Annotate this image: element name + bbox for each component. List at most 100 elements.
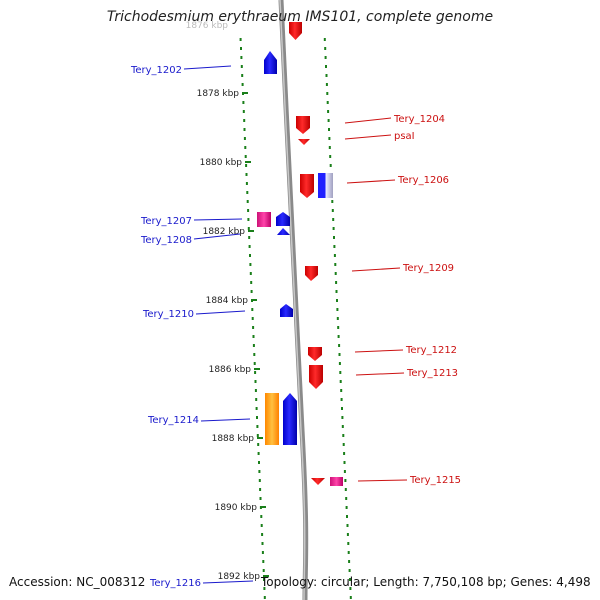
leader-tery-1206 <box>346 179 396 184</box>
gene-label-tery-1215[interactable]: Tery_1215 <box>409 475 461 486</box>
track-dot <box>323 38 326 41</box>
track-dot <box>345 497 348 500</box>
track-dot <box>331 209 334 212</box>
track-dot <box>261 533 264 536</box>
ruler-label: 1884 kbp <box>206 296 249 306</box>
track-dot <box>326 92 329 95</box>
track-dot <box>243 128 246 131</box>
gene-feature-tery-1209 <box>305 266 318 281</box>
track-dot <box>341 425 344 428</box>
track-dot <box>341 416 344 419</box>
track-dot <box>251 317 254 320</box>
track-dot <box>344 479 347 482</box>
track-dot <box>252 344 255 347</box>
genome-axis-highlight <box>279 0 306 600</box>
gene-label-tery-1208[interactable]: Tery_1208 <box>140 235 192 246</box>
leader-tery-1216 <box>202 580 254 584</box>
track-dot <box>324 56 327 59</box>
track-dots <box>239 38 352 599</box>
track-dot <box>260 524 263 527</box>
topology-text: Topology: circular; Length: 7,750,108 bp… <box>261 575 591 589</box>
track-dot <box>328 128 330 131</box>
track-dot <box>326 101 329 104</box>
gene-label-tery-1204[interactable]: Tery_1204 <box>393 114 445 125</box>
leader-tery-1204 <box>344 117 392 124</box>
track-dot <box>325 83 328 86</box>
track-dot <box>249 254 251 257</box>
gene-feature-tery-1214-blue <box>283 393 297 445</box>
track-dot <box>337 326 340 329</box>
track-dot <box>336 317 339 320</box>
track-dot <box>346 524 349 527</box>
ruler-tick <box>245 161 251 163</box>
track-dot <box>240 47 242 50</box>
leader-tery-1208 <box>193 233 241 240</box>
track-dot <box>339 380 342 383</box>
gene-label-psai[interactable]: psaI <box>394 131 415 142</box>
track-dot <box>242 101 245 104</box>
track-dot <box>347 551 350 554</box>
gene-label-tery-1207[interactable]: Tery_1207 <box>140 216 192 227</box>
track-dot <box>333 236 335 239</box>
track-dot <box>249 272 252 275</box>
track-dot <box>245 182 248 185</box>
gene-feature-tery-1213 <box>309 365 323 389</box>
track-dot <box>340 398 343 401</box>
track-dot <box>252 326 255 329</box>
gene-label-tery-1213[interactable]: Tery_1213 <box>406 368 458 379</box>
gene-label-tery-1206[interactable]: Tery_1206 <box>397 175 449 186</box>
ruler-tick <box>263 575 269 577</box>
track-dot <box>346 515 348 518</box>
gene-label-tery-1209[interactable]: Tery_1209 <box>402 263 454 274</box>
track-dot <box>256 416 258 419</box>
gene-feature-tery-1206-red <box>300 174 314 198</box>
leader-psai <box>344 134 392 140</box>
track-dot <box>254 389 257 392</box>
track-dot <box>338 353 341 356</box>
ruler-label: 1888 kbp <box>212 434 255 444</box>
track-dot <box>255 407 258 410</box>
track-dot <box>342 443 345 446</box>
track-dot <box>340 389 343 392</box>
track-dot <box>335 290 338 293</box>
track-dot <box>333 245 336 248</box>
track-dot <box>336 299 338 302</box>
gene-features <box>257 22 343 486</box>
track-dot <box>246 191 249 194</box>
gene-label-tery-1216[interactable]: Tery_1216 <box>149 578 201 589</box>
track-dot <box>263 587 266 590</box>
track-dot <box>328 146 331 149</box>
gene-label-tery-1202[interactable]: Tery_1202 <box>130 65 182 76</box>
track-dot <box>348 569 351 572</box>
track-dot <box>258 479 261 482</box>
track-dot <box>243 137 246 140</box>
ruler: 1878 kbp 1880 kbp 1882 kbp 1884 kbp 1886 kbp… <box>197 89 269 582</box>
leader-tery-1215 <box>357 479 408 482</box>
leader-tery-1202 <box>183 65 232 70</box>
track-dot <box>262 560 265 563</box>
track-dot <box>333 254 336 257</box>
track-dot <box>253 362 256 365</box>
track-dot <box>332 227 335 230</box>
track-dot <box>336 308 339 311</box>
leader-tery-1212 <box>354 349 404 353</box>
gene-label-tery-1214[interactable]: Tery_1214 <box>147 415 199 426</box>
ruler-label: 1880 kbp <box>200 158 243 168</box>
track-dot <box>252 335 255 338</box>
track-dot <box>254 380 257 383</box>
track-dot <box>258 461 260 464</box>
leader-tery-1214 <box>200 418 251 422</box>
track-dot <box>248 245 251 248</box>
track-dot <box>239 38 242 41</box>
gene-label-tery-1212[interactable]: Tery_1212 <box>405 345 457 356</box>
track-dot <box>250 281 253 284</box>
track-dot <box>344 488 347 491</box>
ruler-tick <box>248 230 254 232</box>
genome-axis <box>278 0 309 600</box>
track-dot <box>329 155 332 158</box>
track-dot <box>341 407 343 410</box>
track-dot <box>338 362 341 365</box>
gene-label-tery-1210[interactable]: Tery_1210 <box>142 309 194 320</box>
track-dot <box>258 470 261 473</box>
